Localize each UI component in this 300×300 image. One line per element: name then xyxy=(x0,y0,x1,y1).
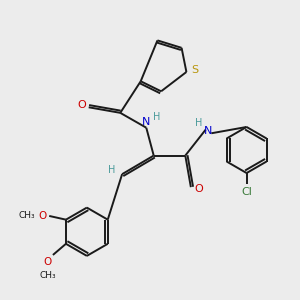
Text: H: H xyxy=(108,165,116,176)
Text: O: O xyxy=(43,256,52,267)
Text: O: O xyxy=(78,100,86,110)
Text: Cl: Cl xyxy=(241,187,252,196)
Text: O: O xyxy=(39,211,47,221)
Text: CH₃: CH₃ xyxy=(19,212,35,220)
Text: H: H xyxy=(195,118,203,128)
Text: H: H xyxy=(153,112,160,122)
Text: S: S xyxy=(191,65,198,75)
Text: N: N xyxy=(203,126,212,136)
Text: CH₃: CH₃ xyxy=(39,271,56,280)
Text: O: O xyxy=(194,184,203,194)
Text: N: N xyxy=(142,117,151,127)
